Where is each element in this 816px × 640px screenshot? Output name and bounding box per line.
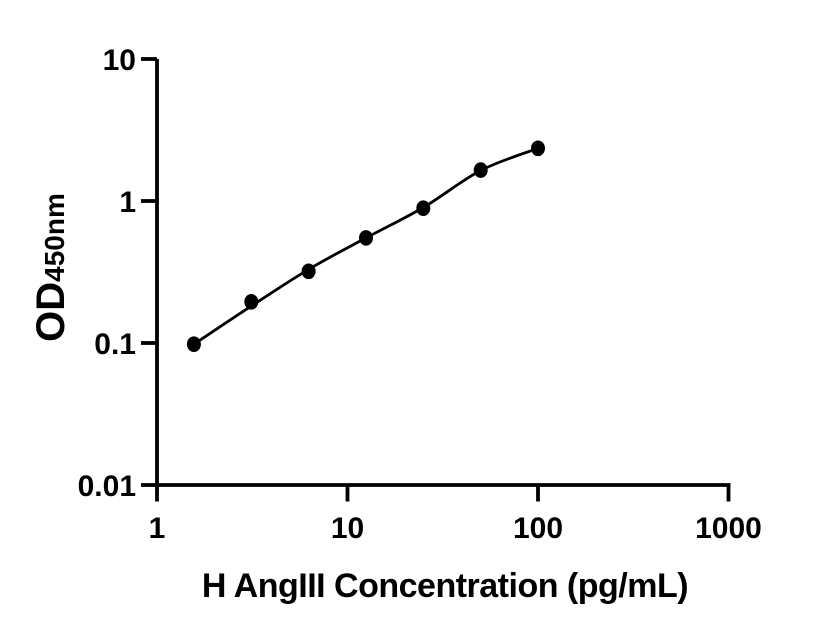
od-subscript-label: 450nm (39, 193, 70, 282)
x-tick-label: 1000 (695, 512, 762, 545)
y-axis-title: OD450nm (29, 193, 73, 342)
series-group (186, 140, 545, 353)
y-tick-label: 0.1 (94, 328, 136, 361)
y-tick-labels: 10 1 0.1 0.01 (78, 44, 136, 503)
x-tick-label: 10 (331, 512, 364, 545)
x-tick-labels: 1 10 100 1000 (149, 512, 762, 545)
axis-spines (155, 59, 731, 487)
data-point (531, 140, 545, 157)
y-tick-label: 0.01 (78, 470, 136, 503)
data-point (416, 200, 431, 216)
x-tick-label: 100 (513, 512, 563, 545)
data-point (186, 336, 201, 353)
data-point (244, 294, 259, 310)
data-point (359, 230, 373, 246)
y-tick-label: 10 (103, 44, 136, 77)
standard-curve-line (193, 146, 539, 346)
data-point (473, 162, 488, 178)
od-label: OD (29, 282, 73, 342)
x-tick-label: 1 (149, 512, 166, 545)
data-point (301, 263, 316, 280)
x-axis-title: H AngIII Concentration (pg/mL) (202, 567, 688, 605)
x-tick-marks (155, 485, 731, 502)
y-tick-label: 1 (119, 186, 136, 219)
y-tick-marks (141, 57, 157, 487)
